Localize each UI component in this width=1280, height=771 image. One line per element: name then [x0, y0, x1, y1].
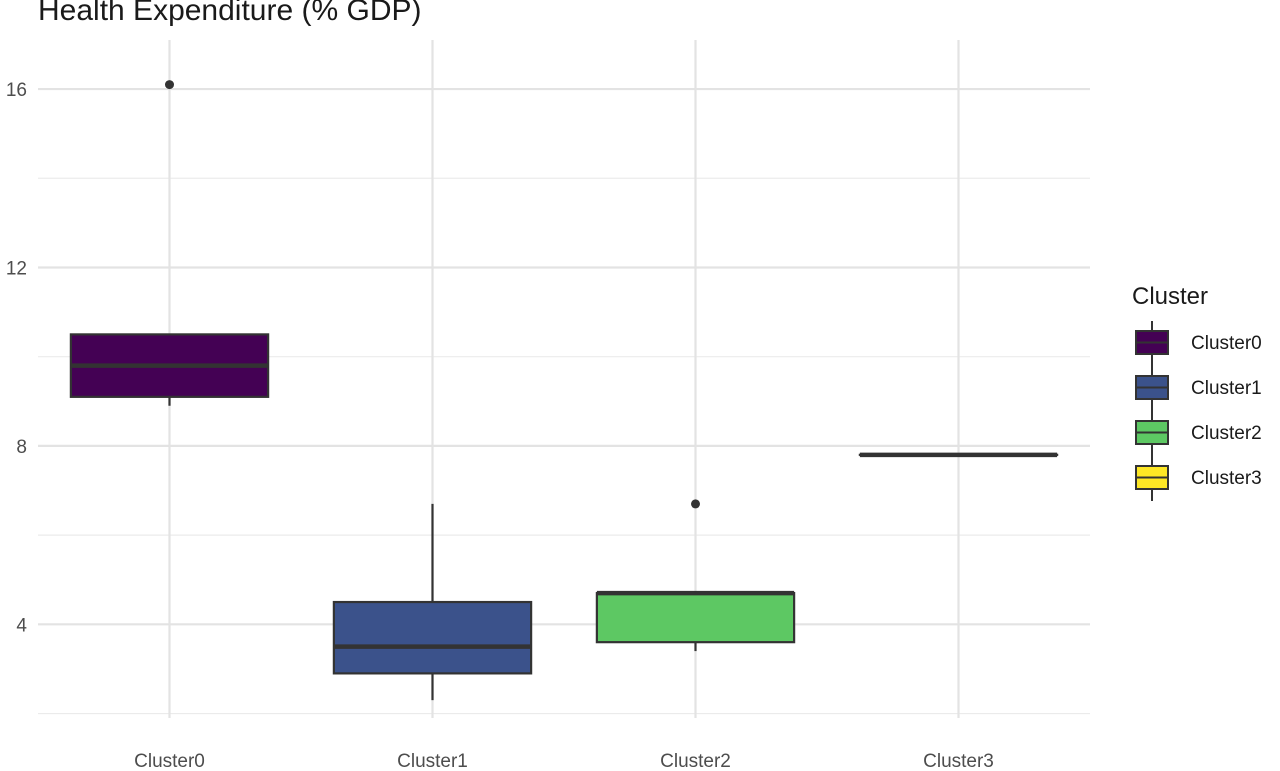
chart-title: Health Expenditure (% GDP)	[38, 0, 422, 27]
legend-items: Cluster0 Cluster1 Cluster2 Cluster3	[1132, 321, 1262, 501]
y-axis-tick-labels: 4 8 12 16	[6, 80, 28, 636]
box-cluster2	[595, 499, 796, 652]
y-tick-label: 4	[16, 615, 27, 636]
x-tick-label: Cluster2	[660, 751, 731, 771]
legend-item: Cluster0	[1132, 321, 1262, 366]
box-body	[332, 600, 533, 675]
legend-label: Cluster3	[1191, 467, 1262, 489]
outlier-point	[691, 499, 700, 509]
legend-key	[1135, 456, 1169, 501]
legend-key	[1135, 366, 1169, 411]
box-cluster1	[332, 503, 533, 701]
outlier-point	[165, 80, 174, 90]
legend-title: Cluster	[1132, 283, 1209, 310]
boxplot-chart: 4 8 12 16 Cluster0 Cluster1 Cluster2 Cluster3	[6, 40, 1090, 771]
y-tick-label: 8	[16, 437, 27, 458]
legend-label: Cluster0	[1191, 332, 1262, 354]
x-axis-tick-labels: Cluster0 Cluster1 Cluster2 Cluster3	[134, 751, 994, 771]
box-body	[595, 592, 796, 644]
legend: Cluster Cluster0 Cluster1 Cluster2 Cluster3	[1132, 283, 1262, 501]
x-tick-label: Cluster0	[134, 751, 205, 771]
y-tick-label: 16	[6, 80, 27, 101]
legend-label: Cluster2	[1191, 422, 1262, 444]
legend-key	[1135, 411, 1169, 456]
legend-key	[1135, 321, 1169, 366]
box-series	[69, 80, 1059, 701]
y-tick-label: 12	[6, 258, 27, 279]
box-cluster0	[69, 80, 270, 406]
x-tick-label: Cluster3	[923, 751, 994, 771]
legend-item: Cluster1	[1132, 366, 1262, 411]
x-tick-label: Cluster1	[397, 751, 468, 771]
legend-item: Cluster3	[1132, 456, 1262, 501]
legend-label: Cluster1	[1191, 377, 1262, 399]
legend-item: Cluster2	[1132, 411, 1262, 456]
